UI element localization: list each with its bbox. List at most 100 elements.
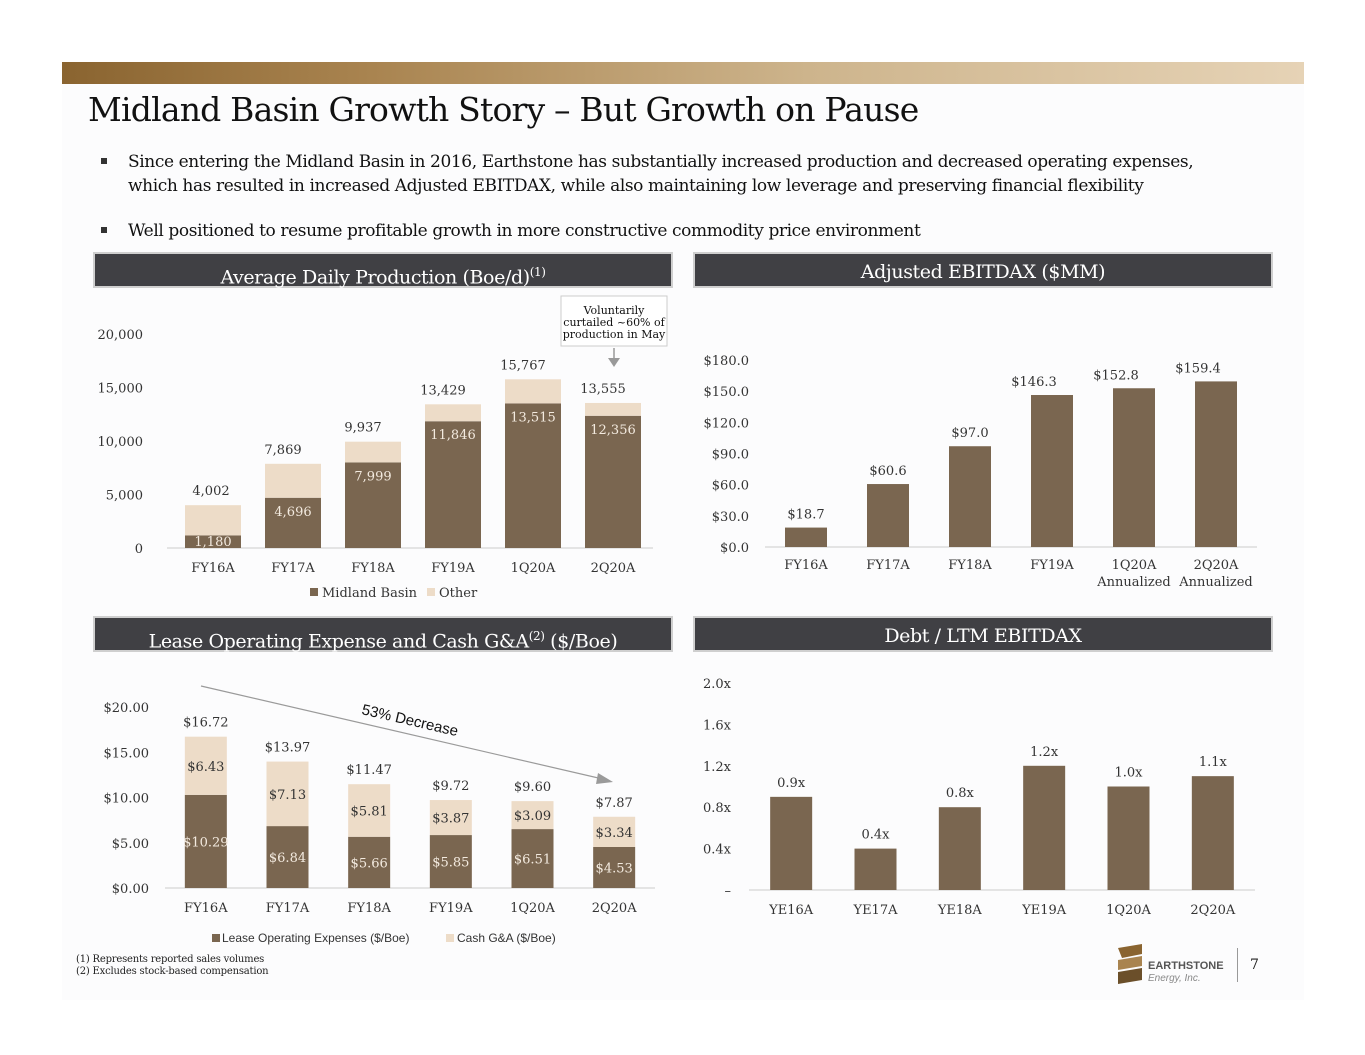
bar-cash-ga: [348, 784, 391, 837]
bar-lease-operating-expense: [593, 847, 636, 888]
debt-panel-header: Debt / LTM EBITDAX: [693, 616, 1273, 652]
x-tick-label: FY17A: [271, 561, 315, 576]
bar-cash-ga: [511, 801, 554, 830]
legend-swatch-other: [427, 588, 435, 596]
data-label-loe: $6.84: [269, 851, 306, 866]
bullet-marker: [101, 158, 107, 164]
bar-midland-basin: [185, 535, 241, 548]
y-tick-label: 20,000: [98, 328, 144, 343]
x-tick-label: FY18A: [351, 561, 395, 576]
bar-ebitdax: [867, 484, 909, 547]
earthstone-logo: EARTHSTONE Energy, Inc.: [1114, 940, 1264, 990]
bar-debt-ratio: [1023, 765, 1066, 890]
top-accent-bar: [62, 62, 1304, 84]
x-tick-label: YE18A: [937, 903, 983, 918]
x-tick-label: 2Q20A: [592, 901, 637, 916]
footnote-2: (2) Excludes stock-based compensation: [76, 966, 269, 977]
data-label-cash-ga: $7.13: [269, 788, 306, 803]
bar-other: [585, 402, 641, 416]
data-label-total: $7.87: [596, 796, 633, 811]
legend-swatch-midland: [310, 588, 318, 596]
x-tick-label: 1Q20A: [1112, 558, 1157, 573]
data-label-total: $9.60: [514, 780, 551, 795]
data-label-midland: 11,846: [430, 428, 476, 443]
bar-midland-basin: [585, 415, 641, 548]
data-label-midland: 12,356: [590, 423, 636, 438]
x-tick-label: FY17A: [266, 901, 310, 916]
data-label-total: $16.72: [183, 716, 229, 731]
data-label-total: 15,767: [500, 358, 546, 373]
data-label-total: $9.72: [432, 779, 469, 794]
y-tick-label: 15,000: [98, 382, 144, 397]
annotation-box: [560, 295, 668, 347]
loe-chart: $0.00 $5.00 $10.00 $15.00 $20.00 $10.29 $6.43 $…: [104, 685, 655, 945]
y-tick-label: 2.0x: [703, 677, 732, 692]
bar-cash-ga: [429, 800, 472, 836]
y-tick-label: $0.00: [112, 882, 149, 897]
y-tick-label: $15.00: [104, 746, 150, 761]
y-tick-label: –: [725, 884, 732, 899]
data-label: $60.6: [869, 464, 906, 479]
data-label-loe: $5.85: [432, 856, 469, 871]
legend-label: Other: [439, 586, 478, 601]
data-label: 0.9x: [777, 776, 806, 791]
bar-lease-operating-expense: [184, 794, 227, 888]
x-tick-label: 1Q20A: [510, 901, 555, 916]
legend-label: Midland Basin: [322, 586, 418, 601]
page-title: Midland Basin Growth Story – But Growth …: [88, 90, 919, 129]
data-label-cash-ga: $6.43: [187, 760, 224, 775]
bar-other: [265, 463, 321, 498]
data-label-cash-ga: $5.81: [351, 804, 388, 819]
y-tick-label: $180.0: [704, 354, 750, 369]
y-tick-label: 0.4x: [703, 843, 732, 858]
data-label-total: $13.97: [265, 741, 311, 756]
bar-midland-basin: [505, 403, 561, 548]
data-label-total: 9,937: [344, 421, 381, 436]
x-tick-sublabel: Annualized: [1178, 575, 1252, 590]
bullet-1: Since entering the Midland Basin in 2016…: [128, 150, 1288, 198]
bar-other: [185, 505, 241, 536]
legend-label: Cash G&A ($/Boe): [457, 931, 556, 945]
bullet-1-line-2: which has resulted in increased Adjusted…: [128, 176, 1144, 196]
x-tick-label: 1Q20A: [511, 561, 556, 576]
bar-ebitdax: [1113, 388, 1155, 547]
annotation-text: Voluntarily: [583, 304, 646, 317]
y-tick-label: 0: [135, 542, 143, 557]
loe-panel-title-suffix: ($/Boe): [544, 630, 618, 653]
annotation-text: production in May: [563, 328, 666, 341]
production-chart: 0 5,000 10,000 15,000 20,000 1,180 4,002 FY16A 4…: [98, 295, 668, 601]
bar-debt-ratio: [1107, 786, 1150, 890]
data-label: 1.1x: [1199, 755, 1228, 770]
x-tick-label: FY16A: [184, 901, 228, 916]
data-label-midland: 4,696: [274, 505, 311, 520]
bar-debt-ratio: [770, 796, 813, 890]
y-tick-label: $10.00: [104, 792, 150, 807]
data-label: $152.8: [1093, 368, 1139, 383]
bar-midland-basin: [425, 421, 481, 548]
bar-lease-operating-expense: [348, 836, 391, 888]
x-tick-label: YE19A: [1021, 903, 1067, 918]
x-tick-label: FY17A: [866, 558, 910, 573]
x-tick-label: FY16A: [784, 558, 828, 573]
data-label: $97.0: [951, 426, 988, 441]
bar-debt-ratio: [938, 807, 981, 890]
bullet-2: Well positioned to resume profitable gro…: [128, 221, 921, 241]
bar-debt-ratio: [854, 848, 897, 890]
x-tick-label: 2Q20A: [1194, 558, 1239, 573]
data-label-midland: 13,515: [510, 410, 556, 425]
data-label: $146.3: [1011, 375, 1057, 390]
bar-ebitdax: [1195, 381, 1237, 547]
bar-ebitdax: [949, 446, 991, 547]
logo-mark-icon: EARTHSTONE Energy, Inc.: [1118, 944, 1224, 984]
y-tick-label: 5,000: [106, 489, 143, 504]
x-tick-label: FY18A: [948, 558, 992, 573]
bar-debt-ratio: [1191, 776, 1234, 890]
y-tick-label: 1.2x: [703, 760, 732, 775]
bar-cash-ga: [184, 736, 227, 795]
production-panel-header: Average Daily Production (Boe/d)(1): [93, 252, 673, 288]
bullet-1-line-1: Since entering the Midland Basin in 2016…: [128, 152, 1194, 172]
data-label-cash-ga: $3.87: [432, 812, 469, 827]
data-label-total: 13,429: [420, 383, 466, 398]
x-tick-label: 2Q20A: [1190, 903, 1235, 918]
data-label: 0.4x: [861, 828, 890, 843]
